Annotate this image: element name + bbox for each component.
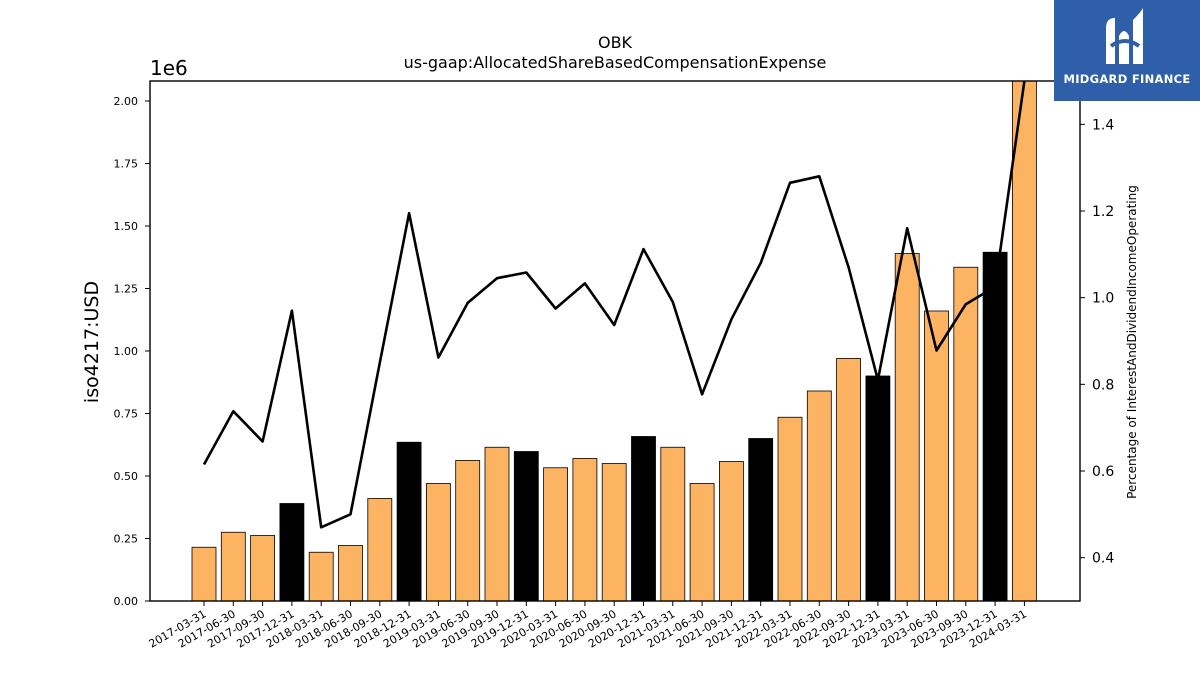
- bar-2020-12-31: [631, 436, 656, 601]
- bar-2021-06-30: [689, 483, 715, 601]
- bar-2017-12-31: [279, 503, 305, 601]
- y-tick-label: 1.75: [114, 158, 139, 171]
- y2-tick-label: 1.0: [1092, 291, 1114, 307]
- bar-2020-09-30: [601, 463, 627, 601]
- bar-2018-03-31: [308, 551, 334, 601]
- y2-axis-label: Percentage of InterestAndDividendIncomeO…: [1125, 185, 1139, 499]
- logo-text: MIDGARD FINANCE: [1063, 72, 1191, 86]
- bar-2023-03-31: [894, 253, 920, 601]
- brand-logo: MIDGARD FINANCE: [1054, 0, 1200, 101]
- bar-2019-06-30: [455, 460, 481, 601]
- bar-2021-03-31: [660, 446, 686, 601]
- y2-tick-label: 0.4: [1092, 551, 1114, 567]
- chart-title: OBK: [598, 33, 633, 52]
- y2-tick-label: 0.8: [1092, 377, 1114, 393]
- y-tick-label: 2.00: [114, 95, 139, 108]
- bar-2017-06-30: [220, 531, 246, 601]
- bar-2019-09-30: [484, 446, 510, 601]
- bar-2018-12-31: [396, 441, 422, 601]
- bar-2018-09-30: [367, 498, 393, 601]
- chart-subtitle: us-gaap:AllocatedShareBasedCompensationE…: [404, 53, 827, 72]
- bars-layer: [191, 81, 1037, 601]
- y2-tick-label: 1.4: [1092, 117, 1114, 133]
- bar-2019-03-31: [425, 483, 451, 601]
- y-tick-label: 1.25: [114, 283, 139, 296]
- y-axis-label: iso4217:USD: [81, 281, 103, 403]
- bar-2023-09-30: [953, 266, 979, 601]
- y-tick-label: 0.00: [114, 595, 139, 608]
- y-tick-label: 1.00: [114, 345, 139, 358]
- midgard-logo-icon: [1106, 8, 1143, 64]
- bar-2017-09-30: [250, 535, 276, 601]
- y-tick-label: 0.75: [114, 408, 139, 421]
- bar-2020-06-30: [572, 458, 598, 601]
- y2-tick-label: 0.6: [1092, 464, 1114, 480]
- bar-2023-06-30: [924, 310, 949, 601]
- bar-2021-09-30: [719, 461, 744, 601]
- y2-tick-label: 1.2: [1092, 204, 1114, 220]
- bar-2018-06-30: [338, 545, 363, 601]
- bar-2022-12-31: [865, 375, 891, 601]
- bar-2022-03-31: [777, 416, 803, 601]
- bar-2022-09-30: [836, 358, 861, 601]
- bar-2024-03-31: [1012, 81, 1037, 601]
- bar-2020-03-31: [543, 467, 568, 601]
- y-tick-label: 0.25: [114, 533, 139, 546]
- bar-2023-12-31: [982, 251, 1008, 601]
- bar-2017-03-31: [191, 546, 217, 601]
- bar-2021-12-31: [748, 438, 774, 601]
- y-offset-label: 1e6: [150, 56, 188, 80]
- bar-2019-12-31: [513, 451, 539, 601]
- line-layer: [202, 81, 1026, 529]
- bar-2022-06-30: [806, 390, 832, 601]
- series-line: [202, 81, 1026, 529]
- plot-frame: [149, 80, 1081, 602]
- y-tick-label: 0.50: [114, 470, 139, 483]
- y-tick-label: 1.50: [114, 220, 139, 233]
